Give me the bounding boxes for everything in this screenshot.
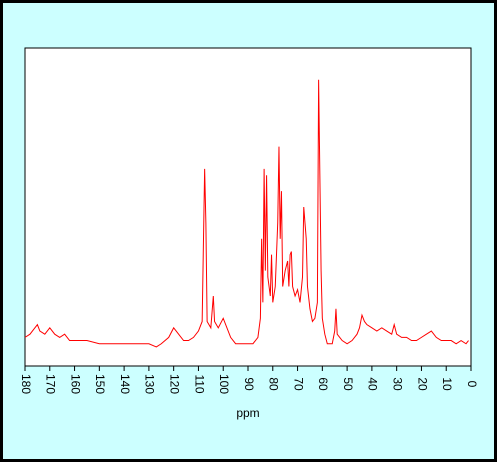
x-tick-label: 130 <box>143 374 157 394</box>
x-axis-label: ppm <box>236 406 259 420</box>
x-tick-label: 30 <box>390 377 404 391</box>
x-tick-label: 150 <box>93 374 107 394</box>
x-tick-label: 110 <box>192 374 206 393</box>
x-tick-label: 0 <box>465 381 479 388</box>
x-tick-label: 120 <box>167 374 181 394</box>
plot-area <box>24 47 472 367</box>
x-tick-label: 40 <box>366 377 380 391</box>
x-tick-label: 50 <box>341 377 355 391</box>
x-tick-label: 140 <box>118 374 132 394</box>
x-tick-label: 80 <box>267 377 281 391</box>
spectrum-line <box>24 79 469 348</box>
x-tick-label: 90 <box>242 377 256 391</box>
x-tick-label: 20 <box>415 377 429 391</box>
x-tick-label: 160 <box>68 374 82 394</box>
x-tick-label: 170 <box>44 374 58 394</box>
x-tick-label: 100 <box>217 374 231 394</box>
x-tick-label: 10 <box>440 377 454 391</box>
x-tick-label: 60 <box>316 377 330 391</box>
x-tick-label: 180 <box>19 374 33 394</box>
x-tick-label: 70 <box>291 377 305 391</box>
